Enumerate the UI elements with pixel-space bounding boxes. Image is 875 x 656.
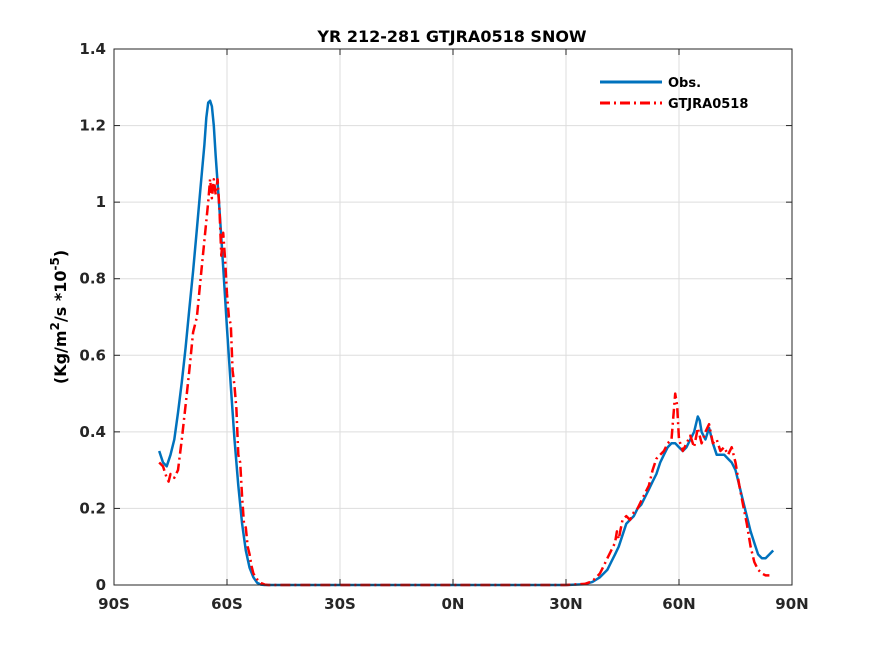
y-tick-label: 1.4 [79,40,106,58]
x-tick-label: 60N [662,595,695,613]
x-tick-label: 90S [98,595,130,613]
chart-title: YR 212-281 GTJRA0518 SNOW [316,27,587,46]
y-tick-label: 0.4 [79,423,106,441]
y-tick-label: 0.8 [79,270,106,288]
y-tick-label: 1 [96,193,106,211]
y-tick-label: 0 [96,576,106,594]
series-lines [158,99,775,587]
y-tick-label: 1.2 [79,117,106,135]
x-tick-label: 60S [211,595,243,613]
x-tick-label: 90N [775,595,808,613]
chart-legend: Obs. GTJRA0518 [600,76,748,112]
y-tick-label: 0.2 [79,499,106,517]
series-line-obs [158,99,775,587]
series-line-gtjra0518 [158,177,770,587]
x-tick-label: 0N [442,595,465,613]
x-tick-label: 30S [324,595,356,613]
legend-label-gtjra0518: GTJRA0518 [668,97,748,112]
y-axis-label: (Kg/m2/s *10-5) [48,250,70,384]
y-tick-label: 0.6 [79,346,106,364]
legend-label-obs: Obs. [668,76,701,91]
axis-ticks: 90S 60S 30S 0N 30N 60N 90N 0 0.2 0.4 0.6 0.8 1 1.2 1.4 [79,40,808,613]
x-tick-label: 30N [549,595,582,613]
